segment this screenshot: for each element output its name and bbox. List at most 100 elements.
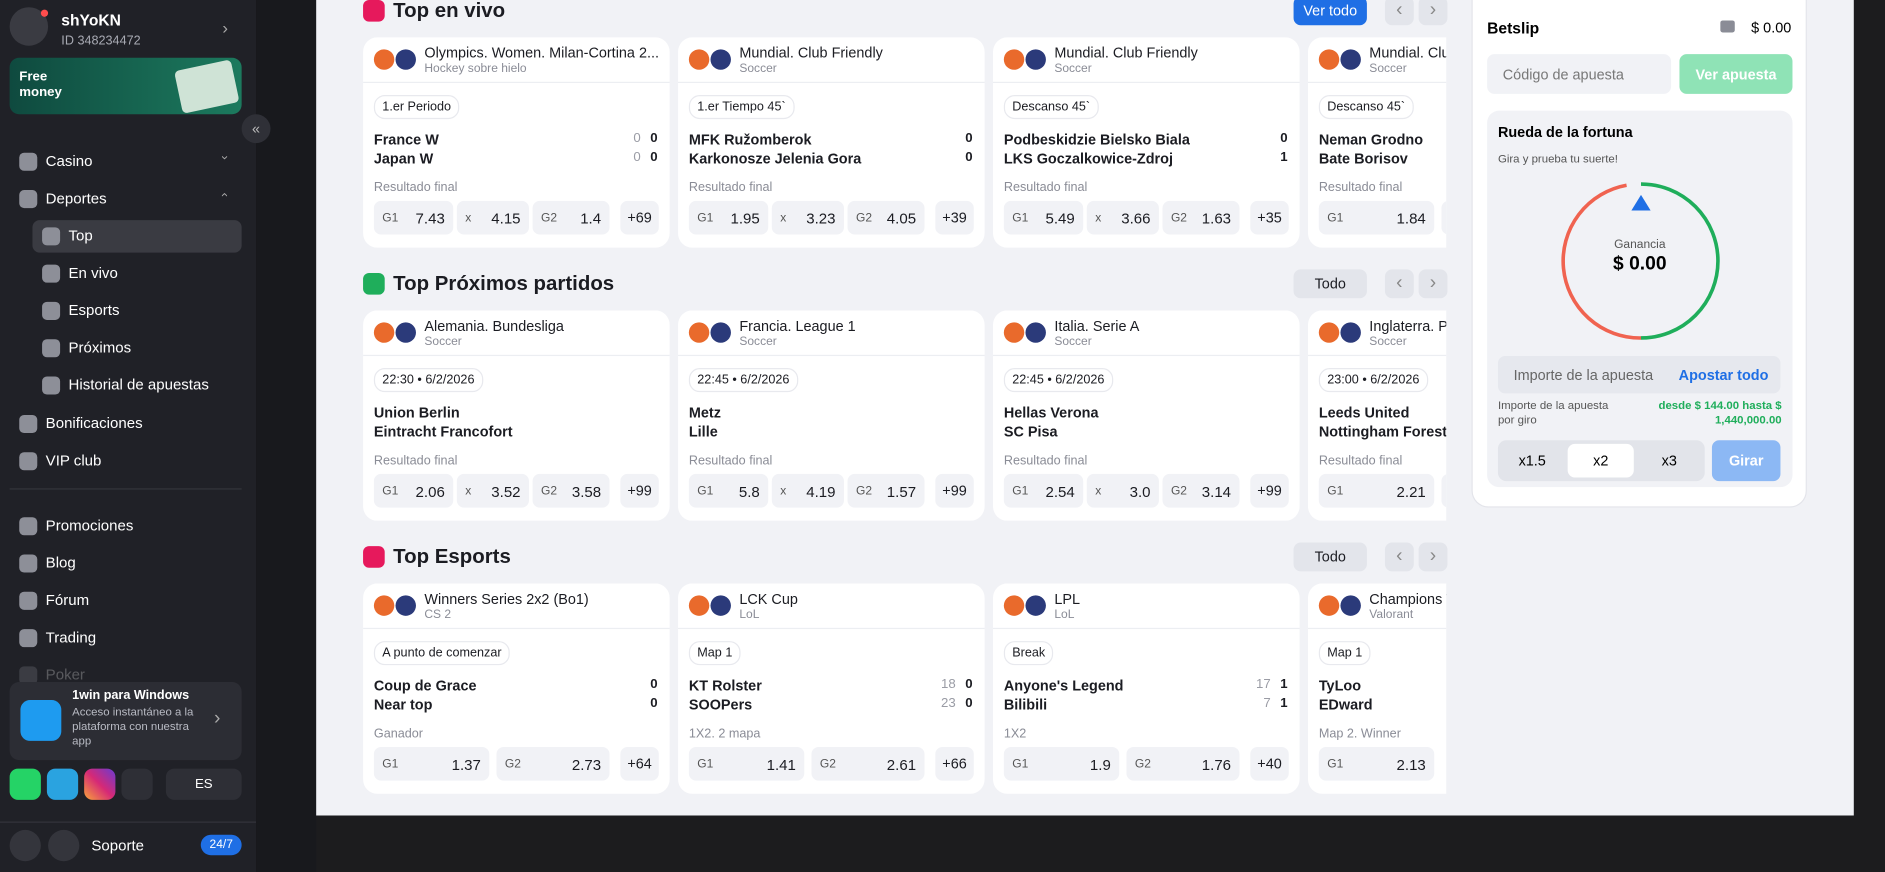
- odd-button[interactable]: G2 1.4: [532, 200, 610, 235]
- more-markets[interactable]: +39: [935, 200, 974, 235]
- menu-item[interactable]: Próximos: [32, 332, 241, 364]
- odd-button[interactable]: x 3.52: [456, 473, 529, 508]
- telegram[interactable]: [46, 768, 79, 800]
- odd-button[interactable]: G2 1.76: [1126, 746, 1240, 781]
- next-button[interactable]: ›: [1418, 0, 1448, 26]
- multiplier[interactable]: x2: [1567, 443, 1634, 478]
- view-bet-button[interactable]: Ver apuesta: [1679, 54, 1793, 94]
- menu-item[interactable]: Trading: [10, 622, 242, 654]
- more-markets[interactable]: +64: [620, 746, 659, 781]
- next-button[interactable]: ›: [1418, 269, 1448, 299]
- more-markets[interactable]: +69: [620, 200, 659, 235]
- code-input[interactable]: Código de apuesta: [1487, 54, 1672, 94]
- odd-value: 3.23: [806, 210, 836, 228]
- amount-input[interactable]: Importe de la apuesta Apostar todo: [1497, 356, 1781, 394]
- odd-button[interactable]: G1 1.37: [373, 746, 490, 781]
- promo-banner[interactable]: Free money: [9, 57, 242, 115]
- menu-item[interactable]: Top: [32, 220, 242, 253]
- odd-button[interactable]: G1 1.9: [1003, 746, 1120, 781]
- odd-button[interactable]: G2 1.57: [847, 473, 925, 508]
- section-action[interactable]: Todo: [1293, 269, 1367, 299]
- menu-item[interactable]: Promociones: [10, 510, 242, 542]
- app-title: 1win para Windows: [72, 688, 190, 703]
- odd-button[interactable]: x 3.0: [1086, 473, 1159, 508]
- menu-item[interactable]: Bonificaciones: [10, 408, 242, 440]
- multiplier[interactable]: x1.5: [1518, 452, 1546, 470]
- more-markets[interactable]: +35: [1250, 200, 1289, 235]
- more-markets[interactable]: +40: [1250, 746, 1289, 781]
- event-card[interactable]: Mundial. Club Friendly Soccer 1.er Tiempo …: [678, 37, 985, 248]
- prev-button[interactable]: ‹: [1384, 0, 1414, 26]
- odd-button[interactable]: G1 1.95: [688, 200, 769, 235]
- menu-item[interactable]: Fórum: [10, 585, 242, 617]
- more-markets[interactable]: +99: [1250, 473, 1289, 508]
- menu-item[interactable]: En vivo: [32, 257, 241, 289]
- section-action[interactable]: Ver todo: [1293, 0, 1367, 26]
- section-action[interactable]: Todo: [1293, 542, 1367, 572]
- event-card[interactable]: LPL LoL Break Anyone's Legend 17 1 Bilibili 7 1 1…: [993, 583, 1300, 794]
- event-card[interactable]: Italia. Serie A Soccer 22:45 • 6/2/2026 Hel…: [993, 310, 1300, 521]
- odd-button[interactable]: x3: [1441, 200, 1447, 235]
- multiplier[interactable]: x3: [1661, 452, 1677, 470]
- event-card[interactable]: Alemania. Bundesliga Soccer 22:30 • 6/2/20…: [363, 310, 670, 521]
- status: Break: [1003, 641, 1054, 666]
- menu-item[interactable]: Deportes ›: [10, 183, 242, 215]
- event-card[interactable]: Olympics. Women. Milan-Cortina 2... Hocke…: [363, 37, 670, 248]
- event-card[interactable]: LCK Cup LoL Map 1 KT Rolster 18 0 SOOPers 23 0 1X…: [678, 583, 985, 794]
- more-markets[interactable]: +99: [935, 473, 974, 508]
- odd-button[interactable]: G2 2.73: [496, 746, 610, 781]
- next-button[interactable]: ›: [1418, 542, 1448, 572]
- league: Mundial. Club Friendly: [739, 44, 883, 62]
- whatsapp[interactable]: [9, 768, 41, 800]
- sport: Soccer: [1054, 62, 1092, 76]
- market: Resultado final: [373, 453, 458, 468]
- odd-button[interactable]: G1 5.49: [1003, 200, 1084, 235]
- chat-button[interactable]: [48, 829, 80, 862]
- event-card[interactable]: Winners Series 2x2 (Bo1) CS 2 A punto de c…: [363, 583, 670, 794]
- odd-button[interactable]: G1 2.13: [1318, 746, 1435, 781]
- menu-item[interactable]: Casino ›: [10, 146, 242, 178]
- odd-button[interactable]: G1 1.41: [688, 746, 805, 781]
- more-markets[interactable]: +99: [620, 473, 659, 508]
- event-card[interactable]: Francia. League 1 Soccer 22:45 • 6/2/2026 M…: [678, 310, 985, 521]
- language[interactable]: ES: [165, 768, 242, 800]
- odd-button[interactable]: G1 7.43: [373, 200, 454, 235]
- divider: [363, 81, 670, 83]
- odd-button[interactable]: G2 2.61: [811, 746, 925, 781]
- menu-item[interactable]: Historial de apuestas: [32, 369, 241, 401]
- odd-button[interactable]: G2 3.58: [532, 473, 610, 508]
- spin-button[interactable]: Girar: [1711, 440, 1781, 482]
- more-markets[interactable]: +66: [935, 746, 974, 781]
- chevron[interactable]: ›: [222, 18, 229, 38]
- more-button[interactable]: [121, 768, 153, 800]
- menu-item[interactable]: Esports: [32, 295, 241, 327]
- odd-button[interactable]: x 4.19: [771, 473, 844, 508]
- bet-all[interactable]: Apostar todo: [1678, 366, 1769, 384]
- odd-button[interactable]: G2 3.14: [1162, 473, 1240, 508]
- support[interactable]: Soporte: [91, 837, 145, 854]
- app-box[interactable]: 1win para Windows Acceso instantáneo a l…: [9, 681, 242, 761]
- menu-item[interactable]: Blog: [10, 547, 242, 579]
- odd-button[interactable]: x3: [1441, 473, 1447, 508]
- odd-button[interactable]: G1 2.54: [1003, 473, 1084, 508]
- odd-button[interactable]: x 4.15: [456, 200, 529, 235]
- phone-button[interactable]: [9, 829, 41, 862]
- instagram[interactable]: [84, 768, 116, 800]
- prev-button[interactable]: ‹: [1384, 542, 1414, 572]
- odd-button[interactable]: x 3.23: [771, 200, 844, 235]
- odd-button[interactable]: G2 4.05: [847, 200, 925, 235]
- collapse-button[interactable]: «: [241, 114, 271, 144]
- odd-button[interactable]: x 3.66: [1086, 200, 1159, 235]
- event-card[interactable]: Inglaterra. Premier LeagueSoccer 23:00 • …: [1307, 310, 1447, 521]
- odd-button[interactable]: G1 1.84: [1318, 200, 1435, 235]
- odd-button[interactable]: G1 5.8: [688, 473, 769, 508]
- odd-button[interactable]: G2 1.63: [1162, 200, 1240, 235]
- odd-button[interactable]: G1 2.21: [1318, 473, 1435, 508]
- prev-button[interactable]: ‹: [1384, 269, 1414, 299]
- menu-item[interactable]: VIP club: [10, 445, 242, 477]
- menu-item[interactable]: Poker: [10, 659, 242, 691]
- odd-button[interactable]: G1 2.06: [373, 473, 454, 508]
